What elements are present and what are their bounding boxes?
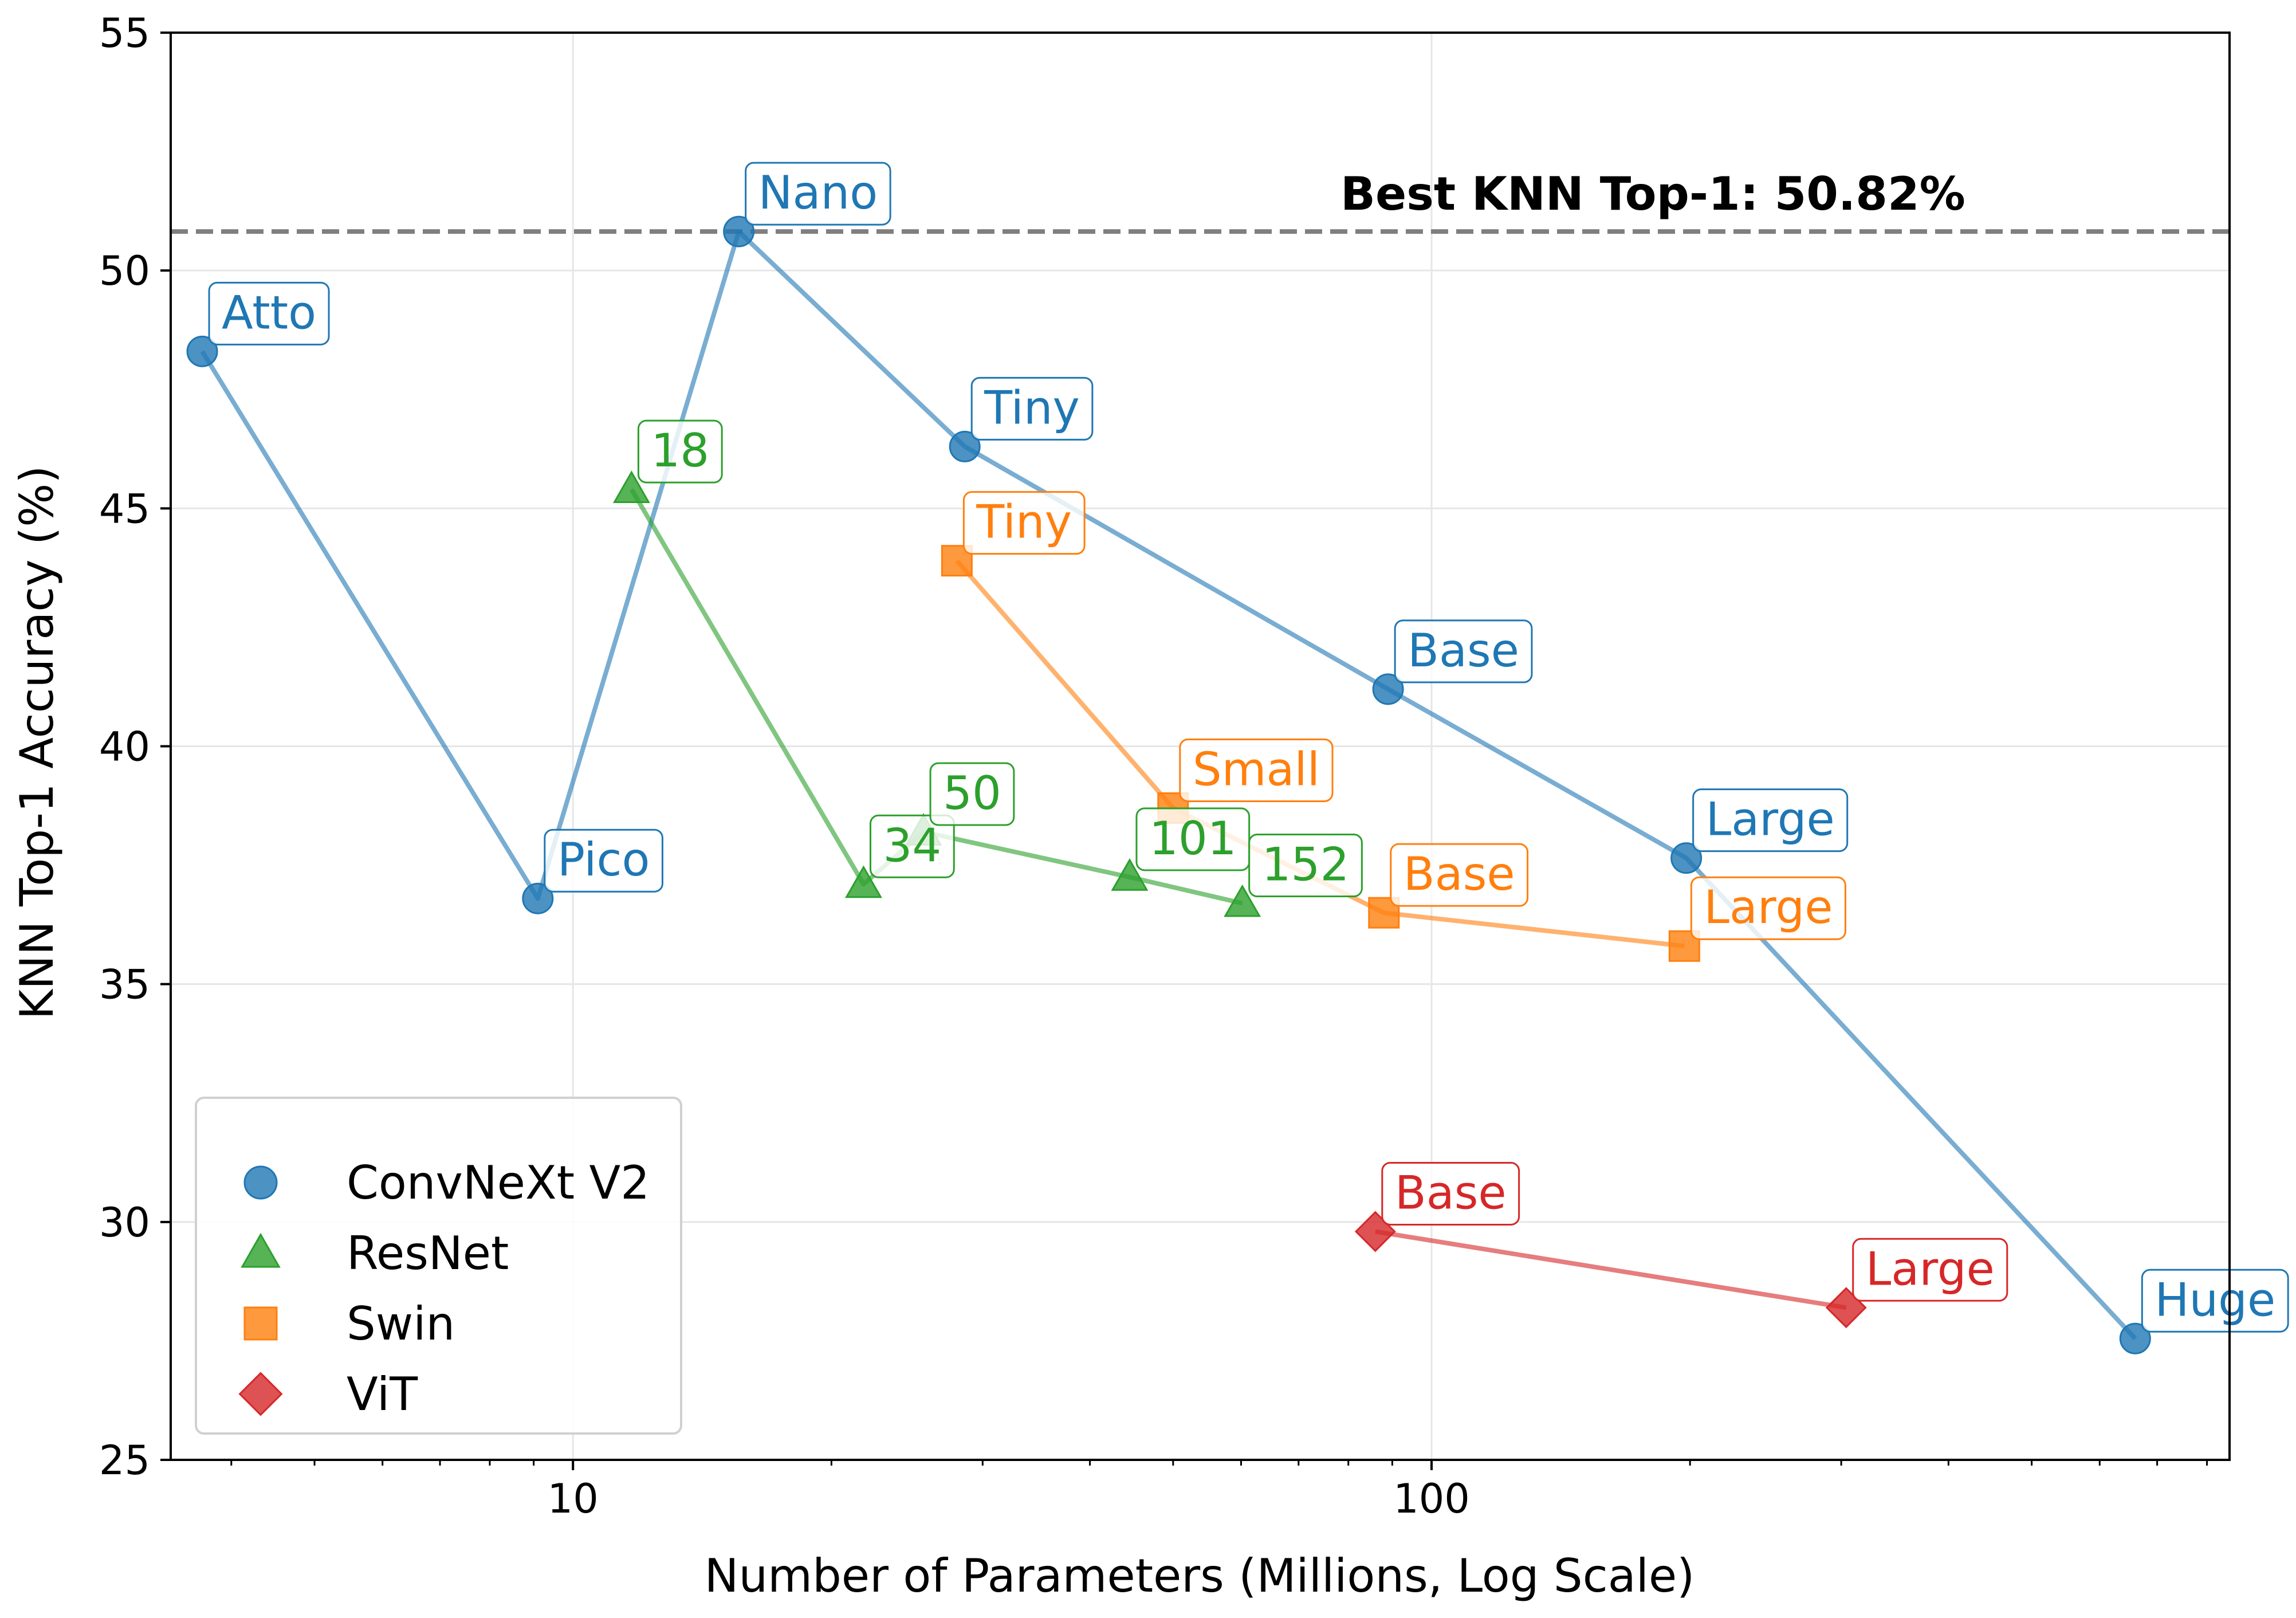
point-label-text: 101 <box>1149 812 1237 865</box>
resnet-point-label: 101 <box>1135 807 1251 871</box>
convnext-v2-point <box>186 335 218 367</box>
convnext-v2-point <box>723 215 755 248</box>
point-label-text: Tiny <box>976 496 1072 549</box>
point-label-box <box>544 828 663 893</box>
point-label-box <box>1690 876 1846 940</box>
swin-point-label: Tiny <box>962 491 1086 555</box>
convnext-v2-point <box>2119 1322 2151 1354</box>
resnet-point-label: 50 <box>929 762 1015 826</box>
convnext-v2-point <box>949 430 981 462</box>
y-tick-label: 25 <box>99 1437 150 1484</box>
resnet-point <box>1111 858 1149 891</box>
vit-series-line <box>1375 1229 1847 1310</box>
resnet-point <box>612 470 650 504</box>
point-label-box <box>637 419 723 484</box>
legend-marker-resnet <box>241 1232 281 1268</box>
y-tick-label: 40 <box>99 724 150 771</box>
convnext-v2-point <box>522 882 554 914</box>
point-label-box <box>970 376 1094 441</box>
convnext-v2-point <box>1670 842 1703 874</box>
vit-point-label: Base <box>1381 1161 1520 1226</box>
point-label-text: Base <box>1408 624 1519 677</box>
convnext-v2-point-label: Pico <box>544 828 663 893</box>
legend-label-convnext-v2: ConvNeXt V2 <box>347 1156 650 1209</box>
convnext-v2-point-label: Tiny <box>970 376 1094 441</box>
legend: ConvNeXt V2 ResNet Swin ViT <box>195 1097 682 1435</box>
point-label-box <box>1381 1161 1520 1226</box>
point-label-text: Large <box>1706 793 1835 846</box>
point-label-box <box>962 491 1086 555</box>
reference-line-group: Best KNN Top-1: 50.82% <box>171 167 2230 234</box>
point-label-text: 34 <box>883 819 941 872</box>
best-reference-label: Best KNN Top-1: 50.82% <box>1340 167 1965 221</box>
point-label-text: Nano <box>758 166 878 219</box>
y-tick-label: 30 <box>99 1199 150 1246</box>
point-label-box <box>929 762 1015 826</box>
point-label-text: Base <box>1395 1166 1507 1219</box>
swin-point-label: Large <box>1690 876 1846 940</box>
point-label-text: Pico <box>557 833 650 886</box>
legend-marker-convnext-v2 <box>243 1165 278 1200</box>
convnext-v2-point-label: Atto <box>208 281 330 345</box>
convnext-v2-point-label: Large <box>1692 788 1849 853</box>
point-label-box <box>869 814 955 878</box>
x-tick-label: 10 <box>548 1475 599 1522</box>
point-label-text: Small <box>1193 743 1320 796</box>
point-label-box <box>1390 843 1529 907</box>
swin-point-label: Small <box>1179 738 1334 802</box>
point-label-text: 18 <box>651 424 709 477</box>
point-label-text: Atto <box>222 286 316 339</box>
resnet-point-label: 18 <box>637 419 723 484</box>
point-label-text: Tiny <box>984 381 1080 434</box>
y-tick-label: 35 <box>99 961 150 1008</box>
legend-marker-swin <box>243 1306 278 1341</box>
legend-label-resnet: ResNet <box>347 1227 509 1280</box>
point-label-box <box>745 162 891 226</box>
point-label-box <box>1248 834 1363 898</box>
y-tick-label: 45 <box>99 485 150 532</box>
point-label-text: Base <box>1403 847 1515 901</box>
legend-marker-vit <box>238 1372 283 1416</box>
x-axis-title: Number of Parameters (Millions, Log Scal… <box>705 1549 1695 1603</box>
convnext-v2-point <box>1372 673 1404 705</box>
vit-point-label: Large <box>1852 1238 2008 1302</box>
plot-frame <box>170 32 2231 1461</box>
point-label-box <box>1179 738 1334 802</box>
point-label-box <box>2141 1269 2289 1333</box>
convnext-v2-point-label: Nano <box>745 162 891 226</box>
point-label-text: 152 <box>1262 838 1350 892</box>
resnet-point <box>1224 884 1261 917</box>
y-tick-label: 50 <box>99 248 150 294</box>
point-label-text: Huge <box>2155 1273 2275 1326</box>
y-axis-title: KNN Top-1 Accuracy (%) <box>10 466 64 1020</box>
x-tick-label: 100 <box>1393 1475 1470 1522</box>
axes: 25 30 35 40 45 50 55 10 100 <box>99 10 2231 1522</box>
point-label-text: 50 <box>943 767 1001 820</box>
resnet-point-label: 152 <box>1248 834 1363 898</box>
resnet-point-label: 34 <box>869 814 955 878</box>
legend-label-vit: ViT <box>347 1368 418 1421</box>
resnet-point <box>845 865 882 898</box>
swin-point <box>1668 930 1700 962</box>
point-label-box <box>208 281 330 345</box>
point-label-box <box>1852 1238 2008 1302</box>
legend-box <box>195 1097 682 1435</box>
legend-label-swin: Swin <box>347 1297 455 1350</box>
point-label-box <box>1394 619 1533 684</box>
point-label-text: Large <box>1704 881 1833 934</box>
swin-point-label: Base <box>1390 843 1529 907</box>
point-label-text: Large <box>1866 1242 1995 1295</box>
y-tick-label: 55 <box>99 10 150 57</box>
convnext-v2-point-label: Huge <box>2141 1269 2289 1333</box>
convnext-v2-point-label: Base <box>1394 619 1533 684</box>
point-label-box <box>1692 788 1849 853</box>
